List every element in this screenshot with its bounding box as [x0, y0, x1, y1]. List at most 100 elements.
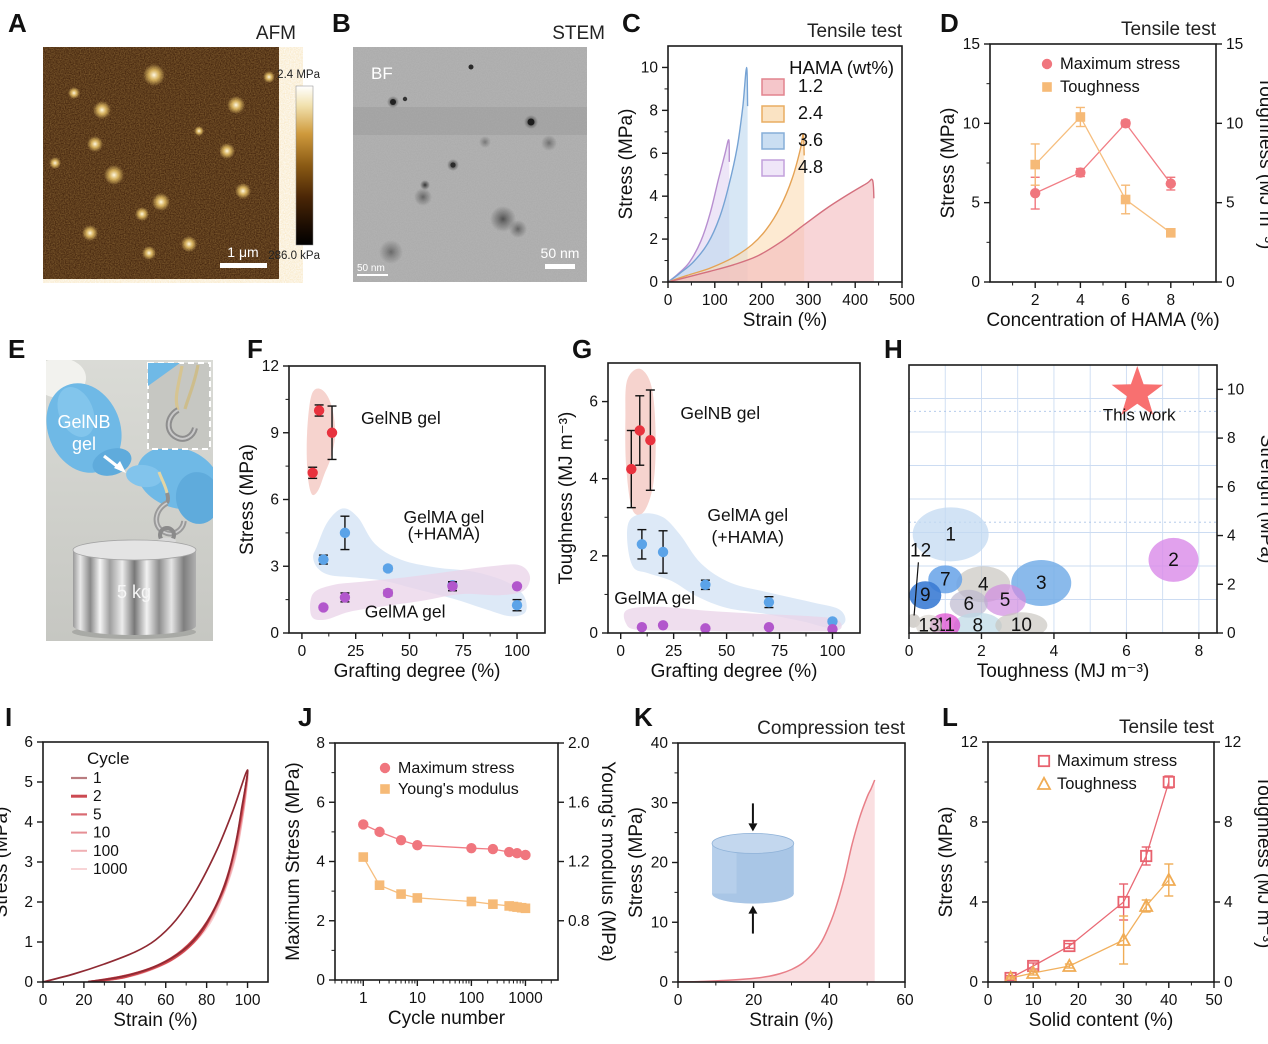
x-tick-label: 30: [1115, 992, 1133, 1009]
legend-title: HAMA (wt%): [789, 57, 894, 78]
y-tick-label: 8: [316, 735, 325, 752]
x-tick-label: 40: [1160, 992, 1178, 1009]
plot-border: [607, 362, 861, 634]
y-tick-label: 4: [649, 188, 658, 205]
x-tick-label: 100: [820, 643, 846, 660]
y-axis-right: 0 5 10 15: [1216, 36, 1244, 291]
gel-annotation: GelNB gel: [57, 412, 126, 473]
gel-label-line2: gel: [72, 434, 96, 454]
shaded-region: [625, 368, 656, 516]
legend-label: Maximum stress: [1060, 55, 1180, 73]
y-tick-label: 5: [24, 774, 33, 791]
x-tick-label: 75: [455, 643, 472, 660]
compression-sample-icon: [711, 803, 795, 934]
afm-scalebar: [220, 263, 267, 268]
x-tick-label: 100: [458, 990, 484, 1007]
metal-hook: [153, 492, 187, 537]
marker-triangle-open: [1116, 931, 1132, 946]
x-axis-title: Concentration of HAMA (%): [986, 310, 1219, 331]
x-tick-label: 75: [771, 643, 788, 660]
y-axis: 0 10 20 30 40: [651, 735, 678, 991]
y-tick-label: 10: [963, 115, 981, 132]
loop-cycle 1: [43, 769, 249, 982]
series-GelMA gel: [636, 620, 838, 633]
marker-circle: [339, 527, 351, 539]
legend-swatch: [761, 132, 785, 150]
y-tick-label: 40: [651, 735, 669, 752]
x-axis: 0 10 20 30 40 50: [984, 982, 1223, 1009]
panel-j-chart: 1 10 100 1000 0 2 4 6 8 0.8 1.2 1.6 2.0 Cycle number M…: [283, 735, 618, 1029]
legend: Maximum stress Toughness: [1041, 55, 1180, 96]
y-tick-label: 2: [24, 894, 33, 911]
marker-circle: [412, 840, 423, 851]
x-tick-label: 1000: [508, 990, 543, 1007]
legend-label: 3.6: [798, 130, 823, 150]
bubble-label: 9: [920, 585, 931, 606]
marker-circle: [447, 581, 458, 592]
y-tick-label: 4: [24, 814, 33, 831]
marker-circle: [511, 599, 523, 611]
legend-label: 1000: [93, 861, 128, 878]
photo-inset: [147, 362, 211, 450]
annotation: This work: [1103, 406, 1176, 425]
curve-fill: [668, 67, 748, 282]
curve-fill: [668, 179, 874, 282]
shaded-region: [623, 606, 842, 632]
marker-square-open: [1063, 939, 1076, 953]
y-tick-label: 30: [651, 795, 669, 812]
marker-circle: [318, 554, 329, 565]
y-tick-label: 6: [270, 492, 279, 509]
y-tick-label: 0: [24, 974, 33, 991]
x-axis-title: Cycle number: [388, 1008, 506, 1029]
marker-circle: [511, 581, 523, 592]
x-axis-title: Strain (%): [749, 1010, 833, 1031]
marker-circle: [326, 427, 338, 438]
marker-square: [488, 899, 498, 909]
y-axis-right-title: Young's modulus (MPa): [597, 761, 618, 961]
marker-square: [466, 896, 477, 907]
bubble-label: 5: [1000, 590, 1011, 611]
marker-circle: [763, 622, 775, 633]
y-axis: 0 2 4 6 8: [316, 735, 335, 989]
curve-HAMA 2.4 wt%: [668, 133, 805, 282]
x-axis-title: Strain (%): [113, 1010, 197, 1031]
y-right-tick-label: 6: [1227, 479, 1236, 496]
legend-swatch: [761, 105, 785, 123]
series-GelMA gel (+HAMA): [636, 528, 838, 627]
y-right-tick-label: 12: [1224, 734, 1241, 751]
stem-mode-label: BF: [371, 64, 393, 83]
bubble-1: [912, 507, 989, 562]
curve-compression stress-strain: [678, 779, 876, 982]
marker-circle: [511, 848, 523, 859]
marker-square: [374, 880, 385, 890]
x-tick-label: 8: [1195, 643, 1204, 660]
panel-e-letter: E: [8, 334, 26, 364]
series-Toughness: [1030, 106, 1176, 238]
legend-title: Cycle: [87, 749, 130, 768]
y-axis-right: 0.8 1.2 1.6 2.0: [558, 735, 590, 930]
x-axis-title: Strain (%): [743, 310, 827, 331]
x-tick-label: 60: [157, 992, 175, 1009]
y-axis-title: Stress (MPa): [0, 807, 12, 918]
annotation: 12: [910, 540, 931, 561]
x-tick-label: 6: [1121, 292, 1130, 309]
y-tick-label: 6: [24, 734, 33, 751]
curve-fill: [678, 780, 875, 982]
x-tick-label: 50: [718, 643, 736, 660]
marker-square-open: [1037, 754, 1051, 768]
annotation: GelMA gel: [404, 507, 485, 527]
y-right-tick-label: 15: [1226, 36, 1243, 53]
x-tick-label: 40: [821, 992, 839, 1009]
legend-label: Toughness: [1057, 775, 1137, 793]
x-tick-label: 100: [235, 992, 261, 1009]
y-axis-right-title: Strength (MPa): [1256, 435, 1268, 564]
y-tick-label: 8: [649, 102, 658, 119]
legend-label: Maximum stress: [1057, 752, 1177, 770]
marker-triangle-open: [1138, 897, 1154, 912]
series-GelNB gel: [307, 404, 338, 480]
y-axis-title: Stress (MPa): [237, 444, 258, 555]
series-Maximum stress: [1030, 118, 1177, 210]
y-tick-label: 0: [316, 972, 325, 989]
